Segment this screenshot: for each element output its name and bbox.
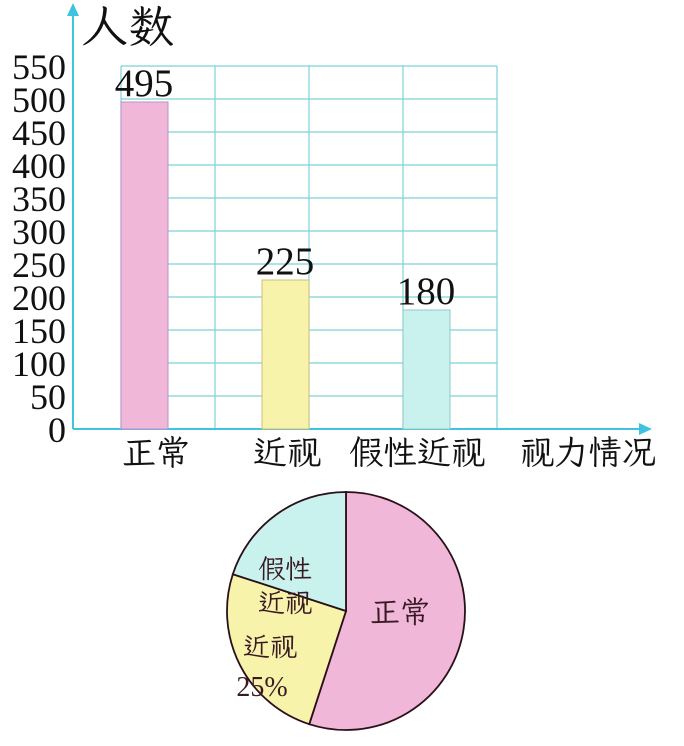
svg-text:180: 180 <box>397 270 456 313</box>
svg-text:0: 0 <box>48 410 66 450</box>
svg-text:225: 225 <box>256 240 315 283</box>
svg-text:近视: 近视 <box>253 429 321 474</box>
svg-text:人数: 人数 <box>82 0 174 56</box>
svg-text:25%: 25% <box>236 672 287 703</box>
svg-text:视力情况: 视力情况 <box>520 429 656 474</box>
svg-text:正常: 正常 <box>370 591 430 631</box>
svg-text:近视: 近视 <box>243 628 297 664</box>
svg-text:近视: 近视 <box>258 584 312 620</box>
svg-text:假性: 假性 <box>258 550 312 586</box>
svg-text:假性近视: 假性近视 <box>349 429 485 474</box>
svg-text:495: 495 <box>115 62 174 105</box>
svg-text:正常: 正常 <box>122 429 190 474</box>
